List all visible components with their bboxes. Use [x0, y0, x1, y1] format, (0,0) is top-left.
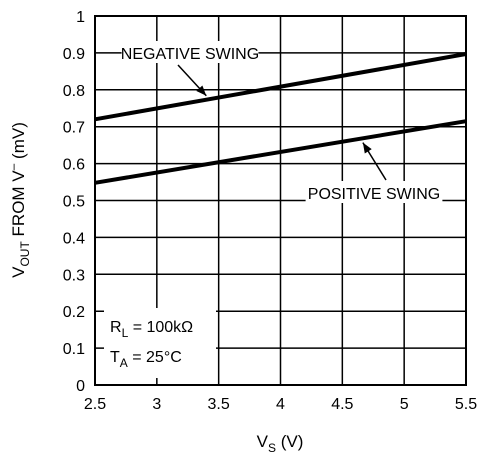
y-axis-label: VOUT FROM V– (mV) [6, 122, 32, 278]
y-tick-label: 0.3 [63, 267, 85, 284]
y-tick-label: 0.4 [63, 230, 85, 247]
x-tick-label: 3.5 [208, 396, 230, 413]
y-axis-label-rest: FROM V [9, 170, 28, 241]
x-axis-label-sub: S [268, 441, 276, 455]
x-tick-label: 2.5 [84, 396, 106, 413]
x-tick-label: 3 [152, 396, 161, 413]
x-axis-label: VS (V) [257, 432, 304, 455]
y-tick-label: 0.1 [63, 341, 85, 358]
annotation-layer: NEGATIVE SWING POSITIVE SWING [121, 41, 443, 203]
series-layer [94, 52, 467, 185]
x-tick-label: 4 [276, 396, 285, 413]
negative-swing-arrow-head [196, 85, 207, 96]
x-axis-label-rest: (V) [276, 432, 303, 451]
y-axis-label-sub: OUT [18, 241, 32, 267]
y-tick-label: 0.9 [63, 46, 85, 63]
positive-swing-line [94, 119, 467, 185]
negative-swing-line [94, 52, 467, 122]
y-tick-label: 0 [76, 378, 85, 395]
y-axis-label-unit: (mV) [9, 122, 28, 164]
negative-swing-label-bg [121, 41, 259, 63]
x-tick-label: 4.5 [331, 396, 353, 413]
positive-swing-label: POSITIVE SWING [308, 186, 440, 203]
y-tick-label: 0.8 [63, 83, 85, 100]
y-tick-label: 0.7 [63, 120, 85, 137]
y-tick-label: 0.5 [63, 194, 85, 211]
y-axis-label-sup: – [6, 163, 20, 170]
x-axis-label-main: V [257, 432, 269, 451]
positive-swing-arrow-head [362, 142, 372, 154]
x-tick-labels: 2.5 3 3.5 4 4.5 5 5.5 [84, 396, 477, 413]
condition-text: RL = 100kΩ [110, 319, 193, 340]
conditions-box: RL = 100kΩ TA = 25°C [104, 308, 216, 378]
plot-frame [94, 15, 467, 386]
conditions-bg [104, 308, 216, 378]
positive-swing-label-bg [305, 181, 443, 203]
y-tick-labels: 0 0.1 0.2 0.3 0.4 0.5 0.6 0.7 0.8 0.9 1 [63, 9, 85, 395]
y-axis-label-main: V [9, 266, 28, 278]
x-tick-label: 5.5 [455, 396, 477, 413]
y-tick-label: 1 [76, 9, 85, 26]
y-tick-label: 0.6 [63, 157, 85, 174]
x-tick-label: 5 [400, 396, 409, 413]
condition-text: TA = 25°C [110, 349, 182, 370]
negative-swing-label: NEGATIVE SWING [121, 46, 259, 63]
y-tick-label: 0.2 [63, 304, 85, 321]
